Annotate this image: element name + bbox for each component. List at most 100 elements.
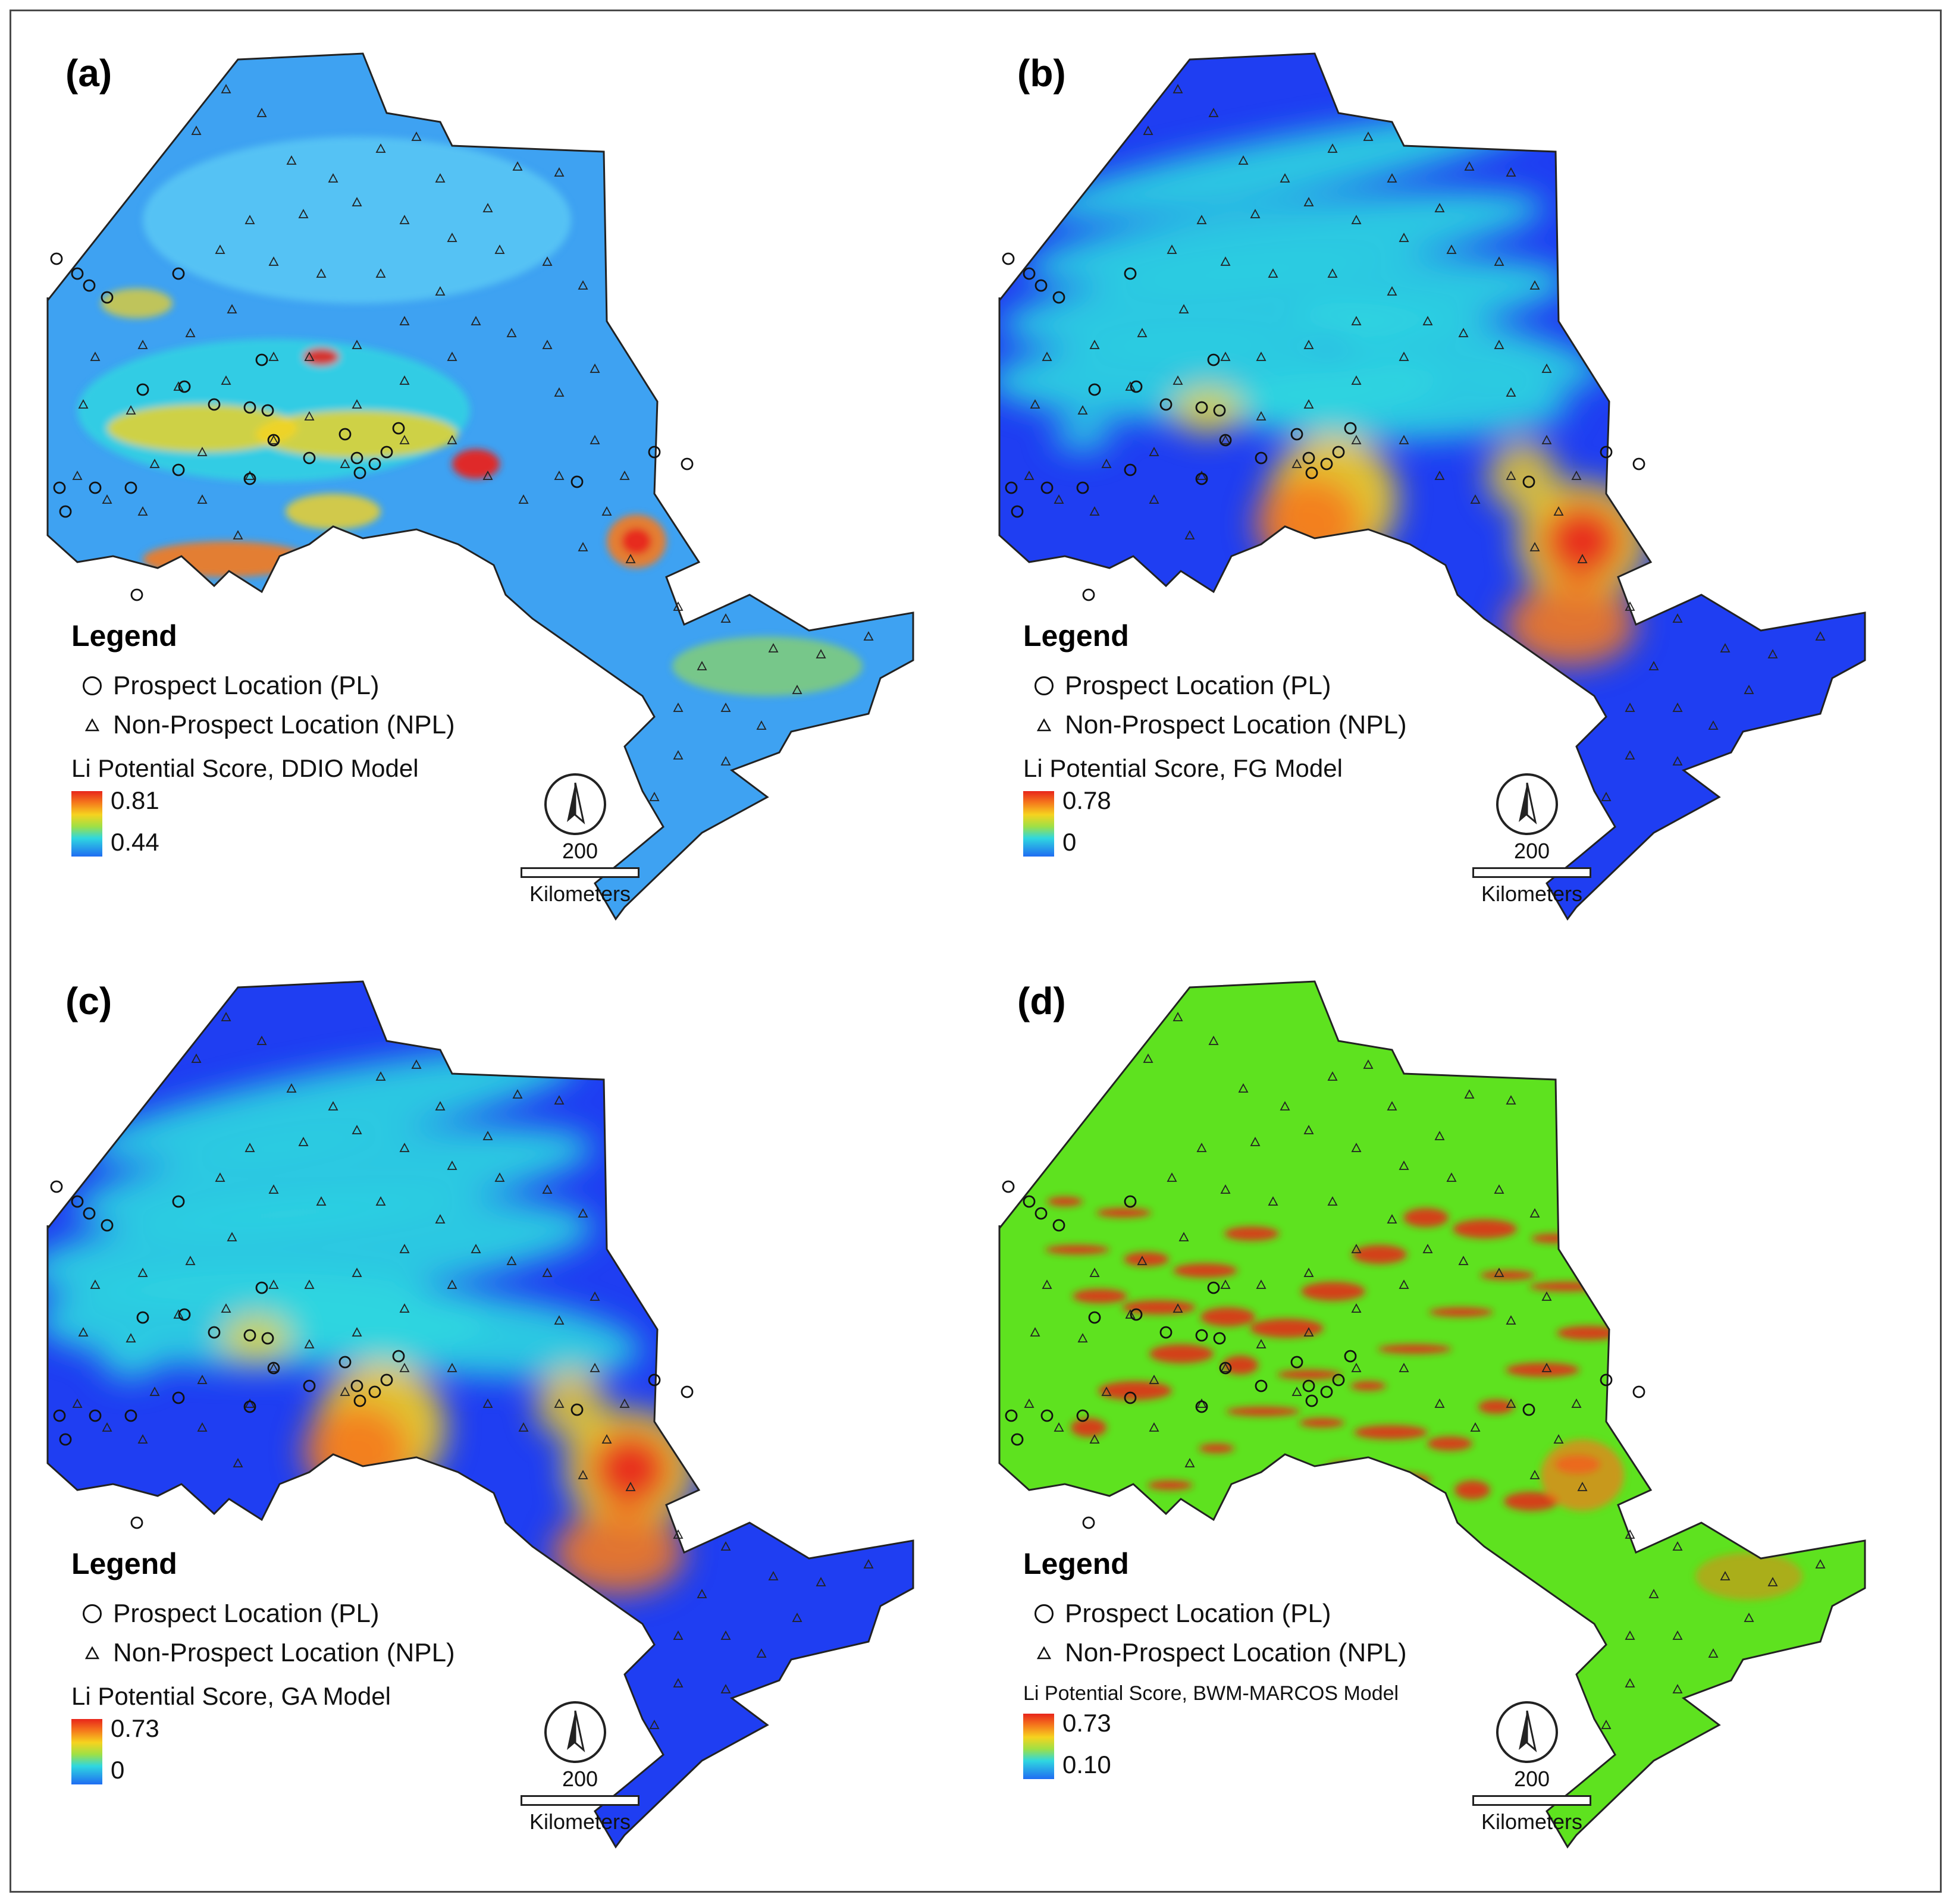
npl-marker [1494, 340, 1504, 349]
province-fill [999, 981, 1865, 1847]
pl-marker [255, 1281, 268, 1294]
npl-marker [102, 494, 112, 504]
pl-marker [1130, 380, 1143, 393]
npl-marker [1167, 244, 1177, 254]
pl-marker [1082, 588, 1095, 601]
npl-marker [720, 1630, 731, 1640]
npl-marker [1601, 792, 1612, 801]
npl-marker [1434, 470, 1445, 480]
pl-marker [1088, 383, 1101, 396]
panel-label: (d) [1017, 980, 1066, 1022]
pl-marker [353, 1394, 366, 1407]
pl-marker [1124, 1391, 1137, 1404]
npl-marker [340, 459, 350, 468]
panel-label: (a) [65, 52, 112, 95]
npl-marker [352, 1125, 362, 1134]
npl-marker [554, 1398, 565, 1408]
score-title: Li Potential Score, BWM-MARCOS Model [1023, 1682, 1399, 1705]
npl-marker [1648, 1589, 1659, 1598]
npl-marker [1196, 1398, 1207, 1408]
npl-marker [720, 1684, 731, 1693]
pl-marker [1052, 1219, 1065, 1232]
npl-marker [1351, 1143, 1362, 1152]
npl-marker [816, 649, 826, 658]
npl-marker [435, 1214, 446, 1224]
npl-marker [1672, 1630, 1683, 1640]
npl-marker [1625, 1678, 1635, 1687]
npl-marker [471, 316, 481, 325]
npl-marker [1196, 1143, 1207, 1152]
npl-marker [1303, 1125, 1314, 1134]
npl-marker [1434, 203, 1445, 212]
npl-marker [447, 1363, 457, 1372]
npl-marker [625, 1482, 636, 1491]
npl-marker [1024, 1398, 1035, 1408]
npl-marker [447, 352, 457, 361]
pl-marker [1052, 291, 1065, 304]
npl-marker [1351, 435, 1362, 444]
npl-marker [578, 1208, 588, 1218]
pl-marker [1290, 428, 1303, 441]
npl-marker [90, 352, 101, 361]
npl-marker [1250, 1137, 1261, 1146]
npl-marker [78, 1327, 89, 1337]
npl-marker [863, 1559, 874, 1569]
npl-marker [1529, 280, 1540, 290]
npl-marker [399, 1244, 410, 1253]
npl-marker [352, 399, 362, 409]
npl-marker [399, 375, 410, 385]
npl-marker [1387, 1214, 1397, 1224]
npl-marker [1399, 352, 1409, 361]
npl-marker [375, 268, 386, 278]
npl-marker [221, 84, 231, 93]
npl-marker [1143, 126, 1153, 135]
pl-marker [1320, 1385, 1333, 1398]
npl-marker [268, 1184, 279, 1194]
scale-unit: Kilometers [1481, 1809, 1583, 1834]
scale-unit: Kilometers [1481, 882, 1583, 906]
npl-marker [191, 1053, 202, 1063]
province-outline [46, 980, 914, 1849]
scale-bar: 200 Kilometers [1460, 1767, 1603, 1834]
npl-marker [518, 494, 529, 504]
npl-marker [1744, 685, 1754, 694]
legend-npl: Non-Prospect Location (NPL) [71, 705, 523, 745]
pl-marker [303, 1379, 316, 1392]
npl-marker [399, 1363, 410, 1372]
color-ramp [1023, 791, 1054, 857]
pl-marker [1002, 252, 1015, 265]
npl-marker [1648, 661, 1659, 670]
npl-marker [506, 328, 517, 337]
npl-marker [649, 1720, 660, 1729]
pl-marker [1219, 1362, 1232, 1375]
pl-marker [681, 457, 694, 470]
npl-marker [601, 1434, 612, 1444]
panel-label: (c) [65, 980, 112, 1022]
pl-marker [101, 291, 114, 304]
pl-marker [101, 1219, 114, 1232]
npl-marker [494, 244, 505, 254]
npl-marker [542, 1268, 553, 1277]
npl-marker [244, 215, 255, 224]
npl-marker [1506, 1315, 1516, 1325]
npl-marker [554, 470, 565, 480]
ramp-min: 0.44 [111, 828, 159, 856]
npl-marker [1101, 1387, 1112, 1396]
npl-marker [1137, 328, 1148, 337]
legend-pl: Prospect Location (PL) [1023, 666, 1475, 705]
npl-marker [352, 1268, 362, 1277]
north-arrow-icon [1496, 773, 1558, 835]
pl-marker [1302, 1379, 1315, 1392]
npl-marker [72, 470, 83, 480]
scale-value: 200 [562, 839, 598, 863]
npl-marker [1149, 494, 1159, 504]
npl-marker [542, 340, 553, 349]
npl-marker [673, 750, 684, 760]
pl-marker [353, 466, 366, 479]
npl-marker [494, 1172, 505, 1182]
npl-marker [197, 447, 208, 456]
pl-marker [130, 588, 143, 601]
npl-marker [173, 1309, 184, 1319]
npl-marker [1137, 1256, 1148, 1265]
npl-marker [1089, 340, 1100, 349]
